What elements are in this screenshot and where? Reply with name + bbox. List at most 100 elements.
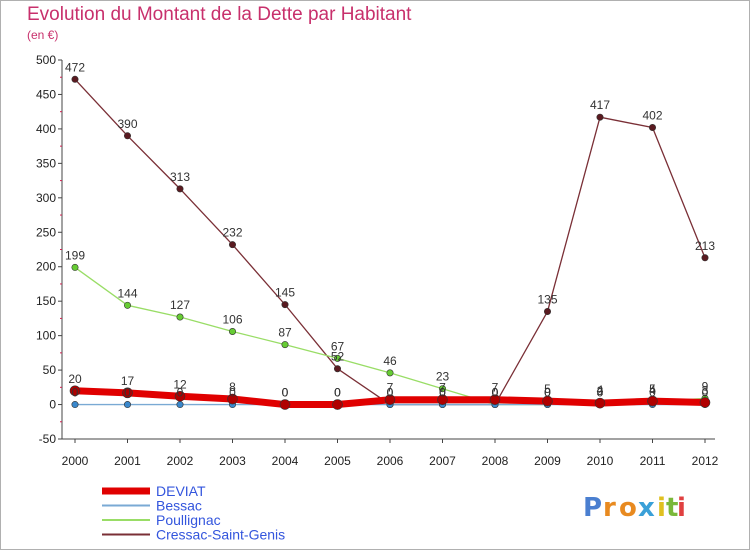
- data-label-poullignac: 46: [383, 354, 397, 368]
- logo-letter: r: [603, 493, 616, 523]
- data-label-poullignac: 144: [117, 286, 137, 300]
- data-label-cressac-saint-genis: 232: [222, 226, 242, 240]
- data-point-cressac-saint-genis: [333, 365, 341, 373]
- data-label-deviat: 2: [597, 384, 604, 398]
- data-label-poullignac: 106: [222, 313, 242, 327]
- data-label-cressac-saint-genis: 472: [65, 60, 85, 74]
- y-tick-label: 200: [36, 260, 56, 274]
- data-label-bessac: 0: [282, 386, 289, 400]
- data-point-poullignac: [386, 369, 394, 377]
- data-label-bessac: 0: [544, 386, 551, 400]
- data-label-bessac: 0: [177, 386, 184, 400]
- data-point-cressac-saint-genis: [124, 132, 132, 140]
- data-point-deviat: [489, 394, 501, 406]
- legend: DEVIATBessacPoullignacCressac-Saint-Geni…: [102, 483, 285, 543]
- legend-label-bessac: Bessac: [156, 498, 202, 514]
- data-label-poullignac: 199: [65, 248, 85, 262]
- data-point-deviat: [174, 390, 186, 402]
- data-point-poullignac: [438, 385, 446, 393]
- y-tick-label: -50: [39, 432, 57, 446]
- data-label-poullignac: 0: [544, 386, 551, 400]
- data-label-deviat: 0: [334, 386, 341, 400]
- data-point-deviat: [437, 394, 448, 406]
- x-tick-label: 2005: [324, 454, 351, 468]
- data-label-bessac: 0: [597, 386, 604, 400]
- data-label-poullignac: 4: [597, 383, 604, 397]
- data-point-deviat: [69, 385, 81, 397]
- x-tick-label: 2000: [62, 454, 89, 468]
- data-point-cressac-saint-genis: [596, 113, 604, 121]
- data-point-cressac-saint-genis: [648, 124, 656, 132]
- data-label-bessac: 0: [334, 386, 341, 400]
- data-label-deviat: 7: [492, 381, 499, 395]
- data-label-deviat: 8: [229, 380, 236, 394]
- data-point-cressac-saint-genis: [71, 75, 79, 83]
- data-point-cressac-saint-genis: [176, 185, 184, 193]
- data-label-cressac-saint-genis: 313: [170, 170, 190, 184]
- y-tick-label: 350: [36, 156, 56, 170]
- data-point-poullignac: [71, 263, 79, 271]
- data-label-cressac-saint-genis: 145: [275, 286, 295, 300]
- data-label-deviat: 5: [544, 382, 551, 396]
- legend-label-deviat: DEVIAT: [156, 483, 206, 499]
- data-label-bessac: 0: [72, 386, 79, 400]
- data-label-cressac-saint-genis: 135: [537, 293, 557, 307]
- x-tick-label: 2001: [114, 454, 141, 468]
- x-tick-label: 2008: [482, 454, 509, 468]
- x-tick-label: 2009: [534, 454, 561, 468]
- data-label-poullignac: 4: [649, 383, 656, 397]
- x-tick-label: 2010: [587, 454, 614, 468]
- y-tick-label: 500: [36, 53, 56, 67]
- data-label-cressac-saint-genis: 0: [439, 386, 446, 400]
- data-point-cressac-saint-genis: [229, 241, 237, 249]
- data-label-cressac-saint-genis: 402: [642, 109, 662, 123]
- data-point-poullignac: [333, 354, 341, 362]
- data-point-poullignac: [124, 301, 132, 309]
- data-point-deviat: [542, 395, 553, 407]
- data-label-cressac-saint-genis: 52: [331, 350, 345, 364]
- data-point-poullignac: [281, 341, 289, 349]
- data-point-cressac-saint-genis: [281, 301, 289, 309]
- data-label-cressac-saint-genis: 390: [117, 117, 137, 131]
- data-point-poullignac: [176, 313, 184, 321]
- data-label-poullignac: 23: [436, 370, 450, 384]
- data-label-bessac: 0: [702, 386, 709, 400]
- data-label-poullignac: 87: [278, 326, 292, 340]
- data-label-cressac-saint-genis: 0: [492, 386, 499, 400]
- logo-letter: o: [619, 493, 637, 523]
- y-tick-label: 50: [43, 363, 57, 377]
- data-label-bessac: 0: [387, 386, 394, 400]
- data-point-deviat: [699, 397, 711, 408]
- x-tick-label: 2007: [429, 454, 456, 468]
- data-label-deviat: 12: [173, 377, 187, 391]
- x-tick-label: 2004: [272, 454, 299, 468]
- data-label-deviat: 3: [702, 383, 709, 397]
- data-label-poullignac: 9: [702, 379, 709, 393]
- data-label-cressac-saint-genis: 213: [695, 239, 715, 253]
- logo-letter: i: [657, 493, 666, 523]
- y-tick-label: 300: [36, 191, 56, 205]
- data-label-deviat: 0: [282, 386, 289, 400]
- y-tick-label: 400: [36, 122, 56, 136]
- data-label-deviat: 20: [68, 372, 82, 386]
- series-layer: [69, 75, 711, 410]
- chart-title: Evolution du Montant de la Dette par Hab…: [27, 4, 412, 25]
- data-label-bessac: 0: [124, 386, 131, 400]
- data-point-deviat: [279, 399, 291, 410]
- data-point-bessac: [176, 401, 184, 409]
- logo-letter: t: [666, 493, 678, 523]
- data-label-bessac: 0: [229, 386, 236, 400]
- data-point-cressac-saint-genis: [543, 308, 551, 316]
- logo-letter: i: [677, 493, 686, 523]
- data-point-cressac-saint-genis: [701, 254, 709, 262]
- data-label-poullignac: 0: [492, 386, 499, 400]
- data-point-deviat: [227, 393, 238, 405]
- chart-unit: (en €): [27, 28, 59, 42]
- data-label-deviat: 7: [439, 381, 446, 395]
- data-point-poullignac: [229, 328, 237, 336]
- logo-letter: P: [583, 493, 602, 523]
- data-label-bessac: 0: [649, 386, 656, 400]
